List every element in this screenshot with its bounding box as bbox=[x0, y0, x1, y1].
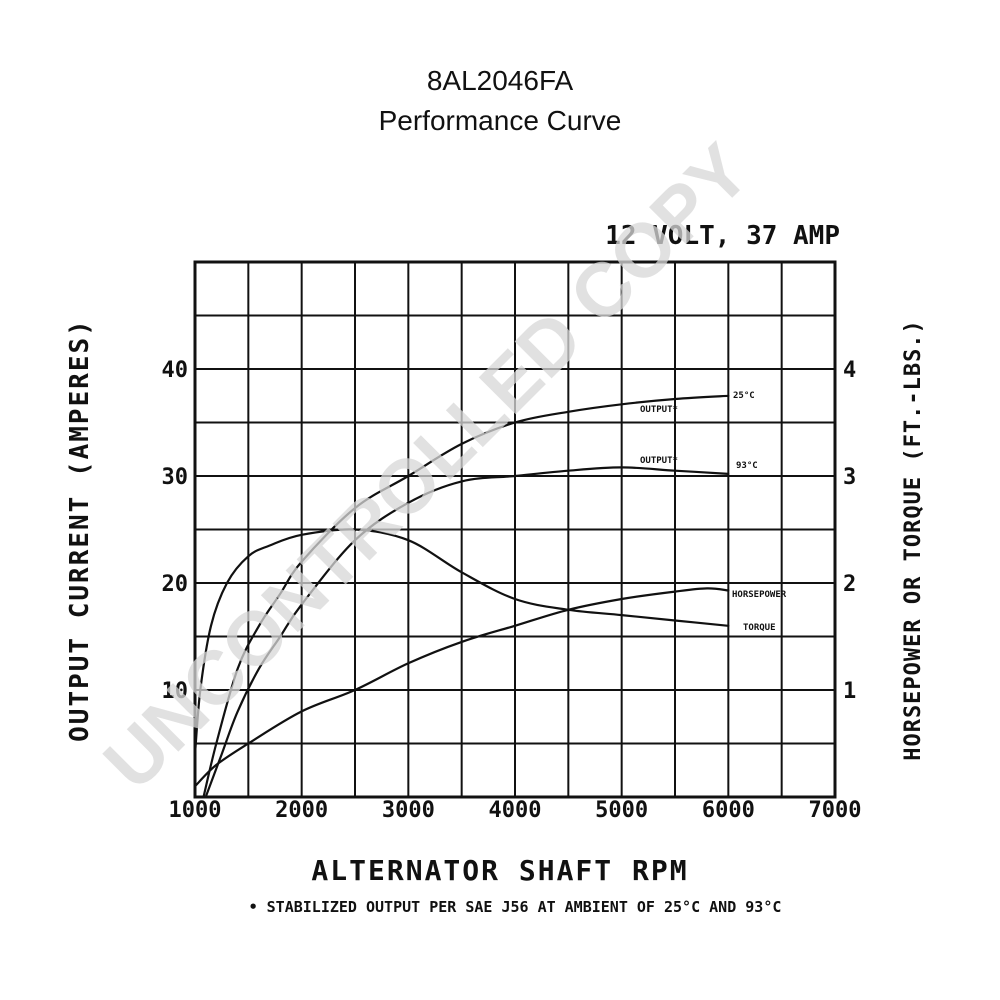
y-left-tick-label: 40 bbox=[162, 358, 189, 383]
y-left-tick-label: 20 bbox=[162, 572, 189, 597]
label-93c: 93°C bbox=[736, 461, 758, 471]
plot-frame bbox=[193, 260, 837, 799]
series-line-horsepower bbox=[193, 587, 730, 788]
x-tick-label: 4000 bbox=[489, 798, 542, 823]
label-horsepower: HORSEPOWER bbox=[732, 590, 787, 600]
series-line-output-93-c bbox=[204, 466, 730, 799]
label-torque: TORQUE bbox=[743, 623, 776, 633]
chart-title: 8AL2046FA bbox=[427, 65, 574, 96]
x-tick-label: 1000 bbox=[169, 798, 222, 823]
y-right-tick-label: 4 bbox=[843, 358, 856, 383]
y-right-tick-label: 1 bbox=[843, 679, 856, 704]
y-right-tick-label: 2 bbox=[843, 572, 856, 597]
x-tick-label: 5000 bbox=[595, 798, 648, 823]
series-group bbox=[193, 394, 730, 799]
label-output-25: OUTPUT* bbox=[640, 405, 678, 415]
series-line-output-25-c bbox=[202, 394, 730, 799]
label-output-93: OUTPUT* bbox=[640, 456, 678, 466]
y-left-tick-label: 10 bbox=[162, 679, 189, 704]
watermark: UNCONTROLLED COPY bbox=[88, 128, 766, 806]
y-left-tick-label: 30 bbox=[162, 465, 189, 490]
x-axis-label: ALTERNATOR SHAFT RPM bbox=[311, 854, 688, 887]
series-line-torque bbox=[193, 528, 730, 756]
y-right-tick-label: 3 bbox=[843, 465, 856, 490]
y-axis-left-label: OUTPUT CURRENT (AMPERES) bbox=[65, 318, 95, 742]
x-tick-label: 2000 bbox=[275, 798, 328, 823]
x-tick-label: 7000 bbox=[809, 798, 862, 823]
label-25c: 25°C bbox=[733, 391, 755, 401]
rating-label: 12 VOLT, 37 AMP bbox=[605, 221, 840, 251]
footnote: • STABILIZED OUTPUT PER SAE J56 AT AMBIE… bbox=[249, 898, 782, 916]
chart-subtitle: Performance Curve bbox=[379, 105, 622, 136]
grid bbox=[195, 262, 835, 797]
x-tick-label: 6000 bbox=[702, 798, 755, 823]
axis-ticks: 1000 2000 3000 4000 5000 6000 7000 10 20 30 40 1 2 3 4 bbox=[162, 358, 862, 823]
x-tick-label: 3000 bbox=[382, 798, 435, 823]
y-axis-right-label: HORSEPOWER OR TORQUE (FT.-LBS.) bbox=[901, 319, 926, 761]
